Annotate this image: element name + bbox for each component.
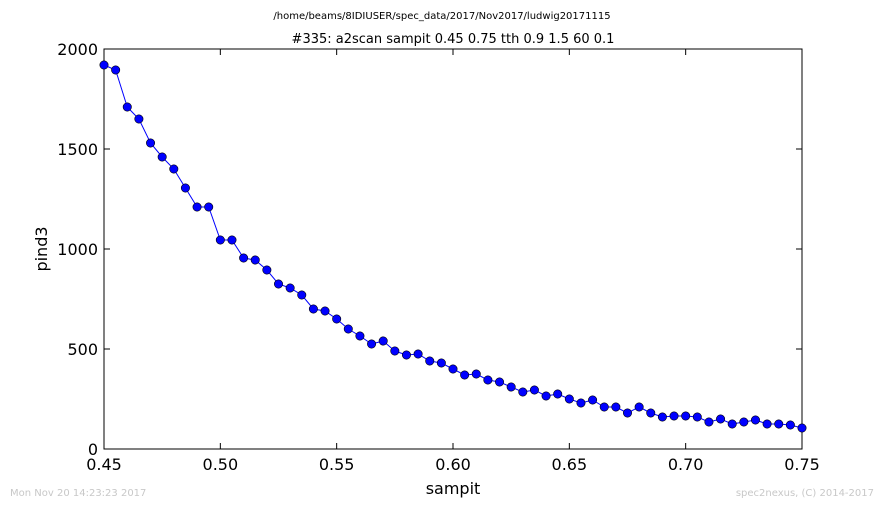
data-point: [599, 402, 609, 412]
data-point: [285, 283, 295, 293]
data-point: [622, 408, 632, 418]
data-point: [192, 202, 202, 212]
data-point: [646, 408, 656, 418]
data-point: [495, 377, 505, 387]
data-point: [448, 364, 458, 374]
data-point: [774, 419, 784, 429]
data-point: [332, 314, 342, 324]
data-point: [704, 417, 714, 427]
x-tick-label: 0.55: [319, 455, 355, 474]
data-point: [669, 411, 679, 421]
x-tick-label: 0.70: [668, 455, 704, 474]
y-axis-ticks: 0 500 1000 1500 2000: [57, 40, 802, 459]
data-point: [413, 349, 423, 359]
data-point: [262, 265, 272, 275]
data-point: [378, 336, 388, 346]
data-point: [529, 385, 539, 395]
data-point: [576, 398, 586, 408]
data-point: [506, 382, 516, 392]
series-pind3: [99, 60, 807, 433]
data-point: [227, 235, 237, 245]
data-point: [634, 402, 644, 412]
data-point: [122, 102, 132, 112]
plot-area: [103, 48, 803, 450]
data-point: [681, 411, 691, 421]
data-point: [215, 235, 225, 245]
y-tick-label: 0: [88, 440, 98, 459]
footer-timestamp: Mon Nov 20 14:23:23 2017: [10, 488, 147, 499]
data-point: [308, 304, 318, 314]
data-point: [564, 394, 574, 404]
data-point: [436, 358, 446, 368]
data-point: [157, 152, 167, 162]
x-tick-label: 0.50: [203, 455, 239, 474]
data-point: [99, 60, 109, 70]
y-tick-label: 500: [67, 340, 98, 359]
data-point: [692, 412, 702, 422]
chart-path: /home/beams/8IDIUSER/spec_data/2017/Nov2…: [273, 11, 610, 22]
x-axis-ticks: 0.45 0.50 0.55 0.60 0.65 0.70 0.75: [86, 49, 820, 474]
data-point: [785, 420, 795, 430]
data-point: [657, 412, 667, 422]
x-tick-label: 0.65: [552, 455, 588, 474]
data-point: [111, 65, 121, 75]
y-tick-label: 2000: [57, 40, 98, 59]
data-point: [425, 356, 435, 366]
y-tick-label: 1000: [57, 240, 98, 259]
data-point: [146, 138, 156, 148]
y-tick-label: 1500: [57, 140, 98, 159]
data-point: [750, 415, 760, 425]
data-point: [297, 290, 307, 300]
data-point: [716, 414, 726, 424]
x-axis-label: sampit: [426, 479, 481, 498]
data-point: [727, 419, 737, 429]
x-tick-label: 0.75: [784, 455, 820, 474]
data-point: [250, 255, 260, 265]
data-point: [762, 419, 772, 429]
data-point: [355, 331, 365, 341]
data-point: [134, 114, 144, 124]
data-point: [460, 370, 470, 380]
data-point: [471, 369, 481, 379]
data-point: [239, 253, 249, 263]
chart-title: #335: a2scan sampit 0.45 0.75 tth 0.9 1.…: [292, 32, 615, 47]
x-tick-label: 0.45: [86, 455, 122, 474]
data-point: [169, 164, 179, 174]
data-point: [273, 279, 283, 289]
data-point: [739, 417, 749, 427]
data-point: [390, 346, 400, 356]
data-point: [180, 183, 190, 193]
footer-credit: spec2nexus, (C) 2014-2017: [735, 488, 874, 499]
data-point: [797, 423, 807, 433]
x-tick-label: 0.60: [435, 455, 471, 474]
data-point: [553, 389, 563, 399]
data-point: [204, 202, 214, 212]
data-point: [588, 395, 598, 405]
data-point: [611, 402, 621, 412]
data-point: [401, 350, 411, 360]
data-point: [541, 391, 551, 401]
data-point: [343, 324, 353, 334]
y-axis-label: pind3: [32, 226, 51, 271]
data-point: [367, 339, 377, 349]
data-point: [320, 306, 330, 316]
data-point: [483, 375, 493, 385]
data-point: [518, 387, 528, 397]
